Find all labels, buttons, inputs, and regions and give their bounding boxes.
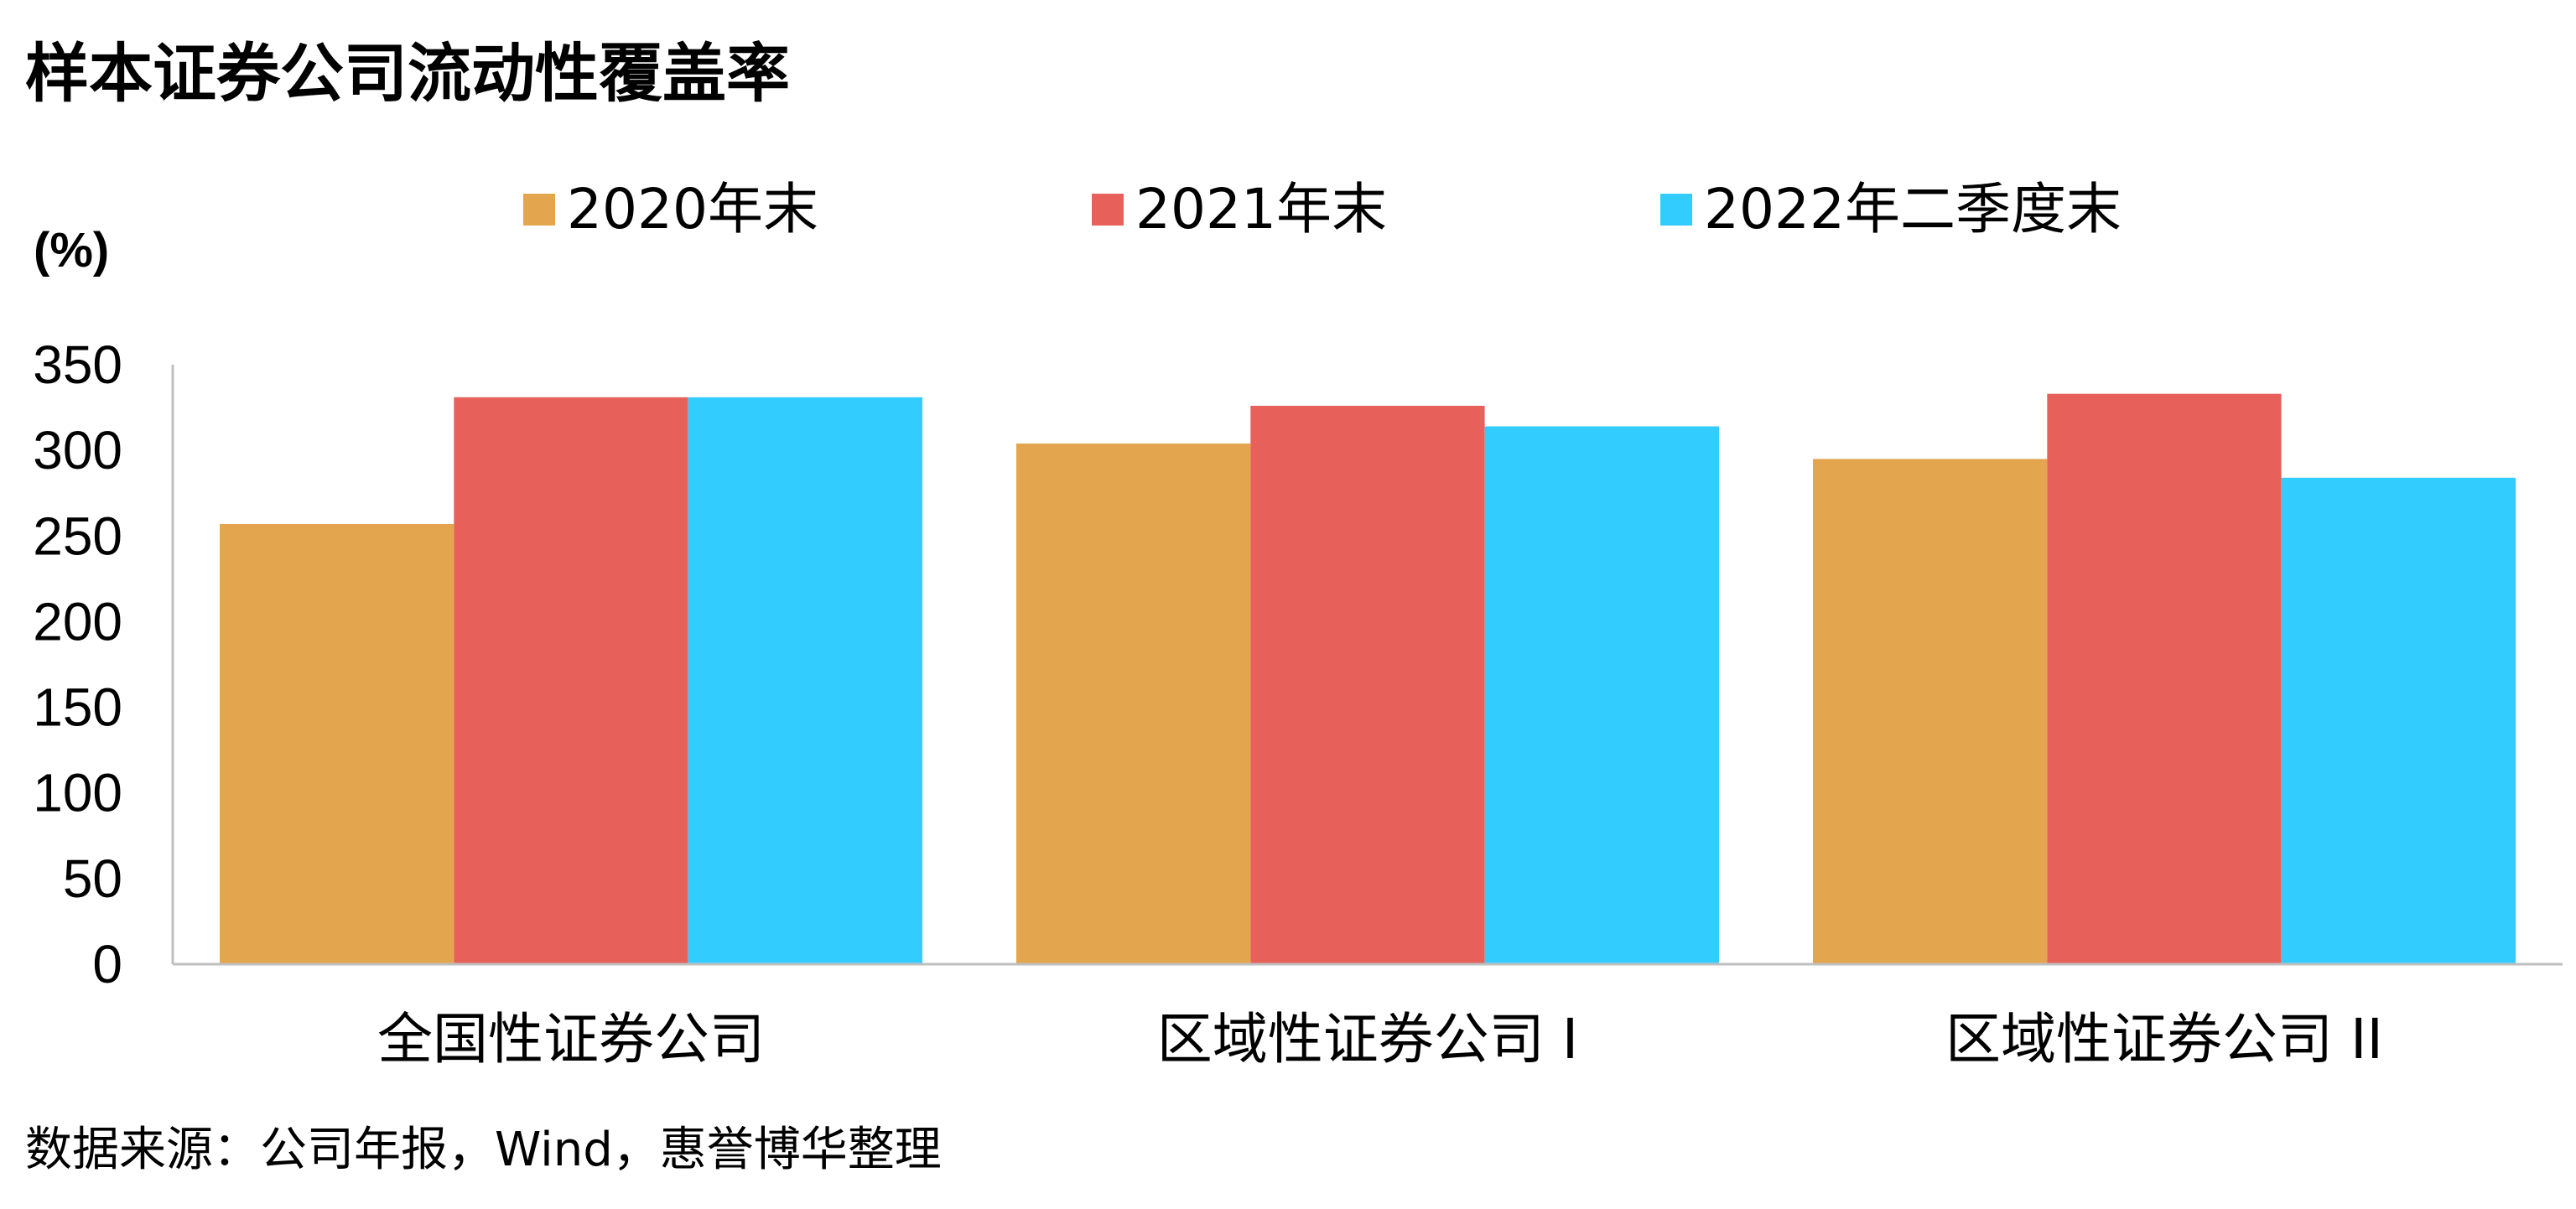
y-axis-ticks: 0 50 100 150 200 250 300 350 xyxy=(33,335,122,994)
bar xyxy=(1250,406,1485,964)
chart-title: 样本证券公司流动性覆盖率 xyxy=(25,36,790,111)
bar xyxy=(1016,444,1251,964)
bar xyxy=(454,397,688,964)
bar xyxy=(2047,393,2282,964)
x-axis-labels: 全国性证券公司 区域性证券公司 I 区域性证券公司 II xyxy=(377,1007,2383,1071)
bars xyxy=(220,393,2516,964)
x-tick-label: 区域性证券公司 II xyxy=(1945,1007,2383,1071)
y-tick-label: 300 xyxy=(33,420,122,480)
legend-swatch xyxy=(523,194,555,226)
x-tick-label: 全国性证券公司 xyxy=(377,1007,765,1071)
bar xyxy=(1484,426,1719,964)
x-tick-label: 区域性证券公司 I xyxy=(1157,1007,1578,1071)
y-tick-label: 150 xyxy=(33,677,122,738)
y-tick-label: 50 xyxy=(63,848,122,909)
legend-swatch xyxy=(1660,194,1692,226)
legend-label: 2022年二季度末 xyxy=(1704,177,2122,241)
y-tick-label: 250 xyxy=(33,506,122,566)
y-tick-label: 100 xyxy=(33,763,122,823)
y-tick-label: 350 xyxy=(33,335,122,395)
y-tick-label: 200 xyxy=(33,591,122,651)
bar xyxy=(220,524,454,964)
source-note: 数据来源：公司年报，Wind，惠誉博华整理 xyxy=(25,1123,942,1177)
legend-label: 2020年末 xyxy=(567,177,818,241)
y-tick-label: 0 xyxy=(92,934,122,994)
bar xyxy=(688,397,922,964)
legend-label: 2021年末 xyxy=(1135,177,1387,241)
legend-swatch xyxy=(1092,194,1124,226)
bar xyxy=(2281,477,2516,964)
legend: 2020年末 2021年末 2022年二季度末 xyxy=(523,177,2122,241)
y-axis-label: (%) xyxy=(34,223,109,278)
bar xyxy=(1813,459,2048,964)
